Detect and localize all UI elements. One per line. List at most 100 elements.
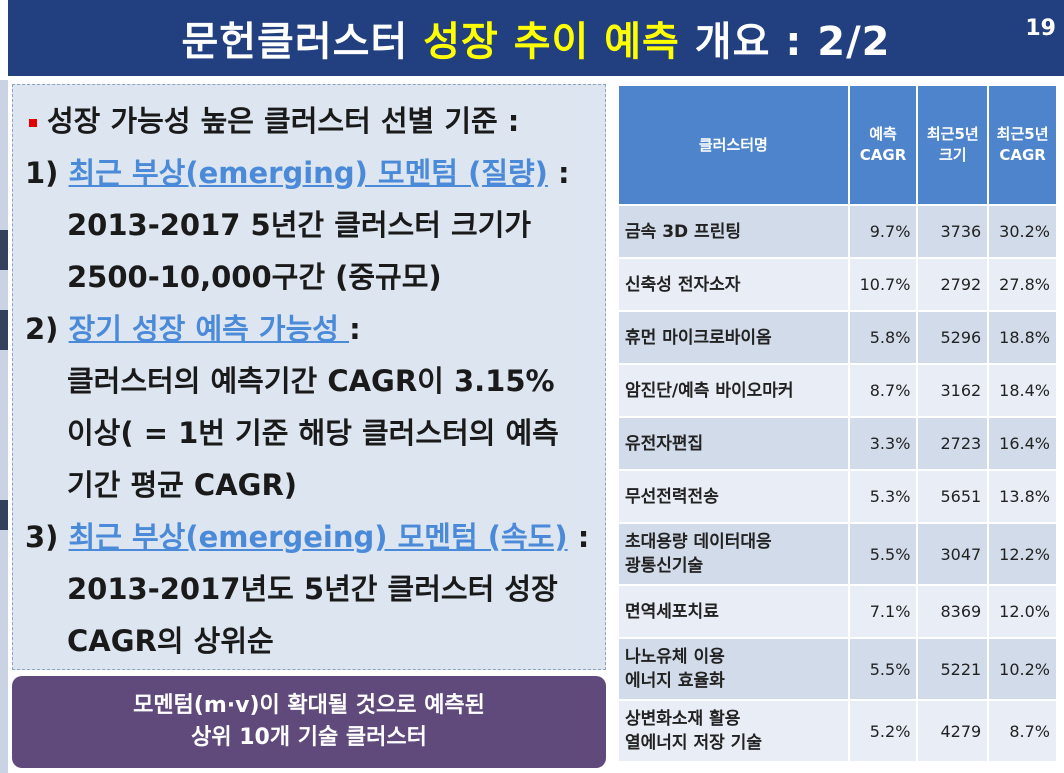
cluster-name-line: 광통신기술: [625, 556, 704, 576]
cluster-name-line: 면역세포치료: [625, 601, 719, 622]
banner-line: 모멘텀(m·v)이 확대될 것으로 예측된: [133, 693, 485, 718]
strip-block: [0, 310, 8, 350]
predicted-cagr: 8.7%: [849, 365, 917, 416]
recent-size: 2723: [918, 418, 988, 469]
cluster-name-line: 유전자편집: [625, 433, 704, 454]
recent-cagr: 12.0%: [989, 586, 1056, 637]
cluster-name-line: 암진단/예측 바이오마커: [625, 380, 794, 401]
criteria-heading-text: 성장 가능성 높은 클러스터 선별 기준 :: [47, 104, 520, 138]
table-row: 신축성 전자소자 10.7% 2792 27.8%: [619, 259, 1056, 310]
criterion-colon: :: [567, 520, 590, 554]
criterion-1-line: 2013-2017 5년간 클러스터 크기가: [67, 208, 532, 242]
predicted-cagr: 5.5%: [849, 524, 917, 584]
predicted-cagr: 5.2%: [849, 701, 917, 761]
header-text: 예측: [869, 125, 897, 143]
cluster-name: 면역세포치료: [619, 586, 848, 637]
cluster-name: 휴먼 마이크로바이옴: [619, 312, 848, 363]
cluster-name: 암진단/예측 바이오마커: [619, 365, 848, 416]
header-cluster-name: 클러스터명: [619, 86, 848, 204]
cluster-name: 상변화소재 활용 열에너지 저장 기술: [619, 701, 848, 761]
predicted-cagr: 3.3%: [849, 418, 917, 469]
header-text: 최근5년: [926, 125, 979, 143]
recent-size: 3736: [918, 206, 988, 257]
cluster-name: 신축성 전자소자: [619, 259, 848, 310]
summary-banner: 모멘텀(m·v)이 확대될 것으로 예측된 상위 10개 기술 클러스터: [12, 676, 606, 768]
cluster-name-line: 신축성 전자소자: [625, 274, 741, 295]
predicted-cagr: 7.1%: [849, 586, 917, 637]
cluster-name-line: 에너지 효율화: [625, 671, 725, 691]
recent-size: 2792: [918, 259, 988, 310]
strip-block: [0, 230, 8, 270]
recent-cagr: 18.8%: [989, 312, 1056, 363]
table-row: 금속 3D 프린팅 9.7% 3736 30.2%: [619, 206, 1056, 257]
criterion-colon: :: [349, 312, 361, 346]
header-recent-size: 최근5년 크기: [918, 86, 988, 204]
table-row: 면역세포치료 7.1% 8369 12.0%: [619, 586, 1056, 637]
banner-line: 상위 10개 기술 클러스터: [191, 725, 427, 750]
table-row: 휴먼 마이크로바이옴 5.8% 5296 18.8%: [619, 312, 1056, 363]
left-decoration-strip: [0, 80, 8, 773]
cluster-name: 초대용량 데이터대응 광통신기술: [619, 524, 848, 584]
criterion-2: 2) 장기 성장 예측 가능성 :: [25, 303, 593, 355]
cluster-name-line: 금속 3D 프린팅: [625, 221, 741, 242]
title-prefix: 문헌클러스터: [181, 19, 409, 65]
table-row: 암진단/예측 바이오마커 8.7% 3162 18.4%: [619, 365, 1056, 416]
recent-size: 3047: [918, 524, 988, 584]
cluster-name-line: 무선전력전송: [625, 486, 719, 507]
criterion-colon: :: [547, 156, 570, 190]
cluster-name: 금속 3D 프린팅: [619, 206, 848, 257]
criterion-3: 3) 최근 부상(emergeing) 모멘텀 (속도) :: [25, 511, 593, 563]
recent-cagr: 16.4%: [989, 418, 1056, 469]
page-number: 19: [1025, 16, 1056, 41]
header-predicted-cagr: 예측 CAGR: [849, 86, 917, 204]
criterion-2-line: 기간 평균 CAGR): [67, 468, 298, 502]
table-row: 무선전력전송 5.3% 5651 13.8%: [619, 471, 1056, 522]
criterion-1-line: 2500-10,000구간 (중규모): [67, 260, 442, 294]
predicted-cagr: 5.3%: [849, 471, 917, 522]
criterion-2-line: 이상( = 1번 기준 해당 클러스터의 예측: [67, 416, 559, 450]
recent-cagr: 8.7%: [989, 701, 1056, 761]
criterion-2-link[interactable]: 장기 성장 예측 가능성: [68, 312, 350, 346]
recent-cagr: 27.8%: [989, 259, 1056, 310]
recent-size: 5296: [918, 312, 988, 363]
cluster-table: 클러스터명 예측 CAGR 최근5년 크기 최근5년 CAGR 금속 3D 프린…: [617, 84, 1058, 763]
header-text: CAGR: [859, 146, 907, 164]
bullet-icon: [29, 119, 37, 127]
criterion-number: 2): [25, 312, 59, 346]
recent-cagr: 10.2%: [989, 639, 1056, 699]
criterion-number: 3): [25, 520, 59, 554]
criteria-heading: 성장 가능성 높은 클러스터 선별 기준 :: [25, 95, 593, 147]
table-row: 나노유체 이용 에너지 효율화 5.5% 5221 10.2%: [619, 639, 1056, 699]
recent-size: 5221: [918, 639, 988, 699]
criterion-3-link[interactable]: 최근 부상(emergeing) 모멘텀 (속도): [68, 520, 568, 554]
criterion-1-link[interactable]: 최근 부상(emerging) 모멘텀 (질량): [68, 156, 548, 190]
header-text: 크기: [939, 146, 967, 164]
cluster-name: 유전자편집: [619, 418, 848, 469]
cluster-name: 나노유체 이용 에너지 효율화: [619, 639, 848, 699]
recent-cagr: 13.8%: [989, 471, 1056, 522]
criterion-2-line: 클러스터의 예측기간 CAGR이 3.15%: [67, 364, 555, 398]
table-row: 유전자편집 3.3% 2723 16.4%: [619, 418, 1056, 469]
cluster-name-line: 휴먼 마이크로바이옴: [625, 327, 772, 348]
criterion-3-line: 2013-2017년도 5년간 클러스터 성장: [67, 572, 558, 606]
predicted-cagr: 5.8%: [849, 312, 917, 363]
predicted-cagr: 9.7%: [849, 206, 917, 257]
strip-block: [0, 500, 8, 530]
recent-size: 4279: [918, 701, 988, 761]
header-text: CAGR: [999, 146, 1046, 164]
header-text: 최근5년: [996, 125, 1049, 143]
recent-cagr: 18.4%: [989, 365, 1056, 416]
criteria-panel: 성장 가능성 높은 클러스터 선별 기준 : 1) 최근 부상(emerging…: [12, 84, 606, 670]
table-row: 상변화소재 활용 열에너지 저장 기술 5.2% 4279 8.7%: [619, 701, 1056, 761]
predicted-cagr: 10.7%: [849, 259, 917, 310]
cluster-name-line: 열에너지 저장 기술: [625, 733, 762, 753]
recent-size: 8369: [918, 586, 988, 637]
recent-cagr: 30.2%: [989, 206, 1056, 257]
title-highlight: 성장 추이 예측: [423, 19, 680, 65]
header-recent-cagr: 최근5년 CAGR: [989, 86, 1056, 204]
cluster-name-line: 초대용량 데이터대응: [625, 532, 772, 552]
cluster-name-line: 나노유체 이용: [625, 647, 725, 667]
predicted-cagr: 5.5%: [849, 639, 917, 699]
recent-cagr: 12.2%: [989, 524, 1056, 584]
title-suffix: 개요 : 2/2: [694, 19, 891, 65]
